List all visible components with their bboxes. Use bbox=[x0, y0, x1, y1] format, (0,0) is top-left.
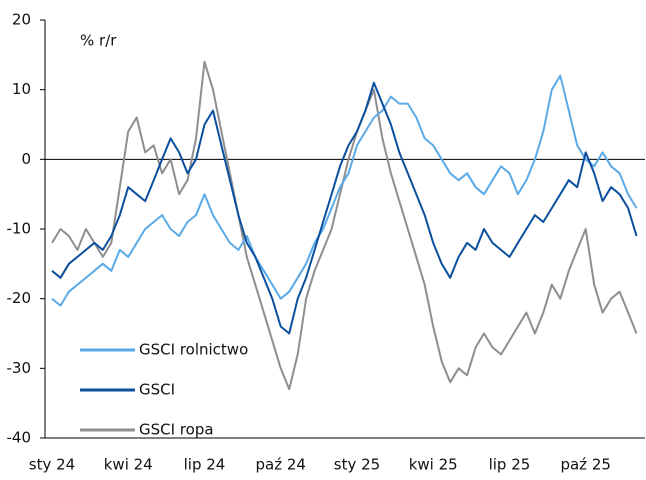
legend-label: GSCI ropa bbox=[139, 421, 214, 439]
y-tick-label: -20 bbox=[7, 289, 32, 307]
y-tick-label: 0 bbox=[21, 150, 31, 168]
y-tick-label: -10 bbox=[7, 220, 32, 238]
x-tick-label: kwi 24 bbox=[104, 456, 153, 474]
x-tick-label: lip 24 bbox=[184, 456, 226, 474]
x-tick-label: sty 24 bbox=[29, 456, 75, 474]
unit-annotation: % r/r bbox=[80, 32, 117, 50]
legend-label: GSCI bbox=[139, 381, 175, 399]
y-tick-label: 10 bbox=[12, 80, 31, 98]
x-tick-label: sty 25 bbox=[334, 456, 380, 474]
x-tick-label: lip 25 bbox=[489, 456, 531, 474]
series-line bbox=[51, 81, 638, 335]
y-tick-label: -40 bbox=[7, 429, 32, 447]
legend-label: GSCI rolnictwo bbox=[139, 341, 248, 359]
x-tick-label: paź 25 bbox=[560, 456, 610, 474]
x-tick-label: paź 24 bbox=[256, 456, 306, 474]
y-tick-label: 20 bbox=[12, 11, 31, 29]
series-line bbox=[51, 74, 638, 307]
series-line bbox=[51, 60, 638, 391]
x-tick-label: kwi 25 bbox=[409, 456, 458, 474]
y-tick-label: -30 bbox=[7, 359, 32, 377]
